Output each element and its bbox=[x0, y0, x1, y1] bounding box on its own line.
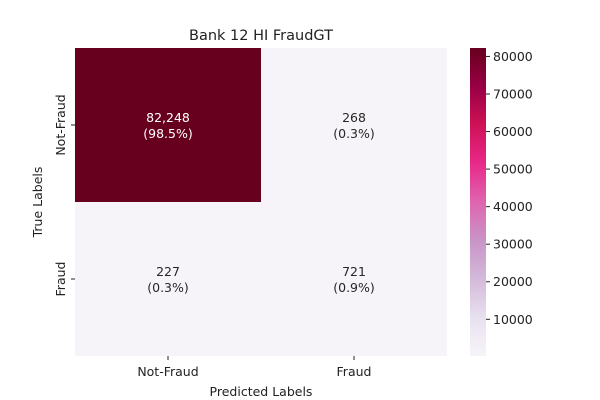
colorbar-tick-label: 30000 bbox=[493, 237, 533, 252]
colorbar-tick-label: 10000 bbox=[493, 312, 533, 327]
heatmap-cell bbox=[261, 202, 447, 356]
x-tick-label: Not-Fraud bbox=[137, 364, 198, 379]
cell-percent-label: (0.3%) bbox=[147, 280, 189, 295]
heatmap-cell bbox=[261, 48, 447, 202]
cell-count-label: 721 bbox=[342, 264, 366, 279]
colorbar-ticks: 10000 20000 30000 40000 50000 60000 70000 80000 bbox=[486, 49, 533, 327]
cell-count-label: 82,248 bbox=[146, 110, 190, 125]
colorbar-tick-label: 20000 bbox=[493, 274, 533, 289]
colorbar-tick-label: 60000 bbox=[493, 124, 533, 139]
cell-percent-label: (0.3%) bbox=[333, 126, 375, 141]
colorbar-tick-label: 40000 bbox=[493, 199, 533, 214]
colorbar-tick-label: 80000 bbox=[493, 49, 533, 64]
x-axis-label: Predicted Labels bbox=[210, 384, 313, 399]
axis-ticks: Not-Fraud Fraud Not-Fraud Fraud bbox=[53, 94, 371, 379]
y-tick-label: Fraud bbox=[53, 262, 68, 297]
colorbar-tick-label: 50000 bbox=[493, 162, 533, 177]
x-tick-label: Fraud bbox=[337, 364, 372, 379]
colorbar bbox=[470, 48, 486, 356]
heatmap-cell bbox=[75, 202, 261, 356]
cell-percent-label: (98.5%) bbox=[143, 126, 192, 141]
y-tick-label: Not-Fraud bbox=[53, 94, 68, 155]
heatmap-cells: 82,248(98.5%)268(0.3%)227(0.3%)721(0.9%) bbox=[75, 48, 447, 356]
chart-title: Bank 12 HI FraudGT bbox=[189, 28, 333, 44]
heatmap-cell bbox=[75, 48, 261, 202]
colorbar-tick-label: 70000 bbox=[493, 86, 533, 101]
y-axis-label: True Labels bbox=[30, 167, 45, 239]
cell-count-label: 268 bbox=[342, 110, 366, 125]
cell-percent-label: (0.9%) bbox=[333, 280, 375, 295]
cell-count-label: 227 bbox=[156, 264, 180, 279]
